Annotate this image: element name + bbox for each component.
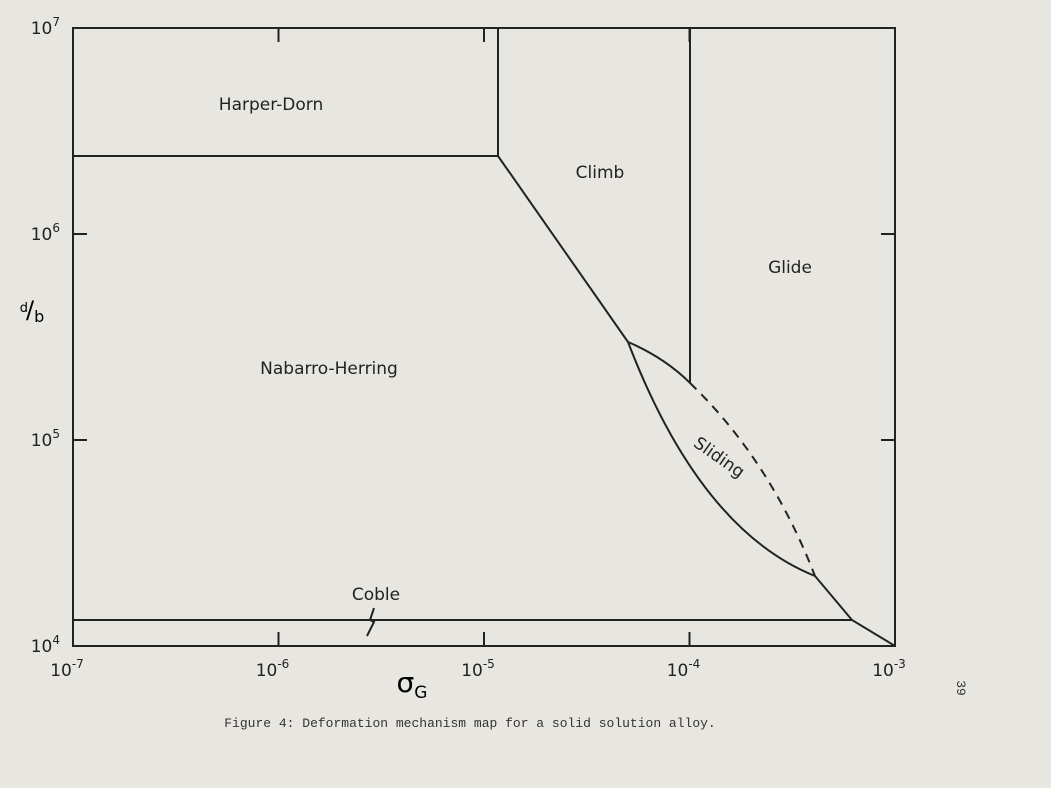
region-label: Climb <box>576 163 625 183</box>
tick-exponent: 7 <box>52 15 60 29</box>
tick-label: 104 <box>31 633 60 657</box>
climb-boundary <box>497 155 629 343</box>
tick-base: 10 <box>31 637 53 657</box>
sliding-dashed-boundary <box>689 382 816 577</box>
tick-exponent: -7 <box>72 657 84 671</box>
tick-base: 10 <box>31 431 53 451</box>
tick-label: 105 <box>31 427 60 451</box>
region-label: Coble <box>352 585 400 605</box>
sliding-lower-boundary <box>627 341 816 577</box>
tick-exponent: 4 <box>52 633 60 647</box>
tick-label: 107 <box>31 15 60 39</box>
tick-base: 10 <box>31 225 53 245</box>
tick-exponent: -6 <box>277 657 289 671</box>
sliding-upper-boundary <box>627 341 691 384</box>
tick-label: 10-3 <box>872 657 906 681</box>
region-label: Glide <box>768 258 812 278</box>
region-label: Harper-Dorn <box>219 95 323 115</box>
tick-label: 106 <box>31 221 60 245</box>
region-label: Sliding <box>690 433 748 482</box>
lower-boundary <box>814 575 896 647</box>
tick-base: 10 <box>256 661 278 681</box>
tick-exponent: 5 <box>52 427 60 441</box>
page-number: 39 <box>953 680 968 696</box>
tick-exponent: -5 <box>483 657 495 671</box>
tick-base: 10 <box>50 661 72 681</box>
tick-base: 10 <box>872 661 894 681</box>
tick-base: 10 <box>31 19 53 39</box>
caption: Figure 4: Deformation mechanism map for … <box>224 716 715 731</box>
tick-label: 10-7 <box>50 657 84 681</box>
tick-label: 10-4 <box>667 657 701 681</box>
region-label: Nabarro-Herring <box>260 359 398 379</box>
tick-exponent: -4 <box>688 657 700 671</box>
coble-pointer <box>366 607 376 637</box>
tick-label: 10-6 <box>256 657 290 681</box>
map-frame <box>72 27 896 647</box>
x-axis-label: σG <box>397 666 428 703</box>
tick-base: 10 <box>667 661 689 681</box>
tick-label: 10-5 <box>461 657 495 681</box>
tick-exponent: -3 <box>894 657 906 671</box>
harper-dorn-boundary <box>73 28 499 157</box>
y-axis-label: d/b <box>20 296 45 326</box>
tick-base: 10 <box>461 661 483 681</box>
tick-exponent: 6 <box>52 221 60 235</box>
